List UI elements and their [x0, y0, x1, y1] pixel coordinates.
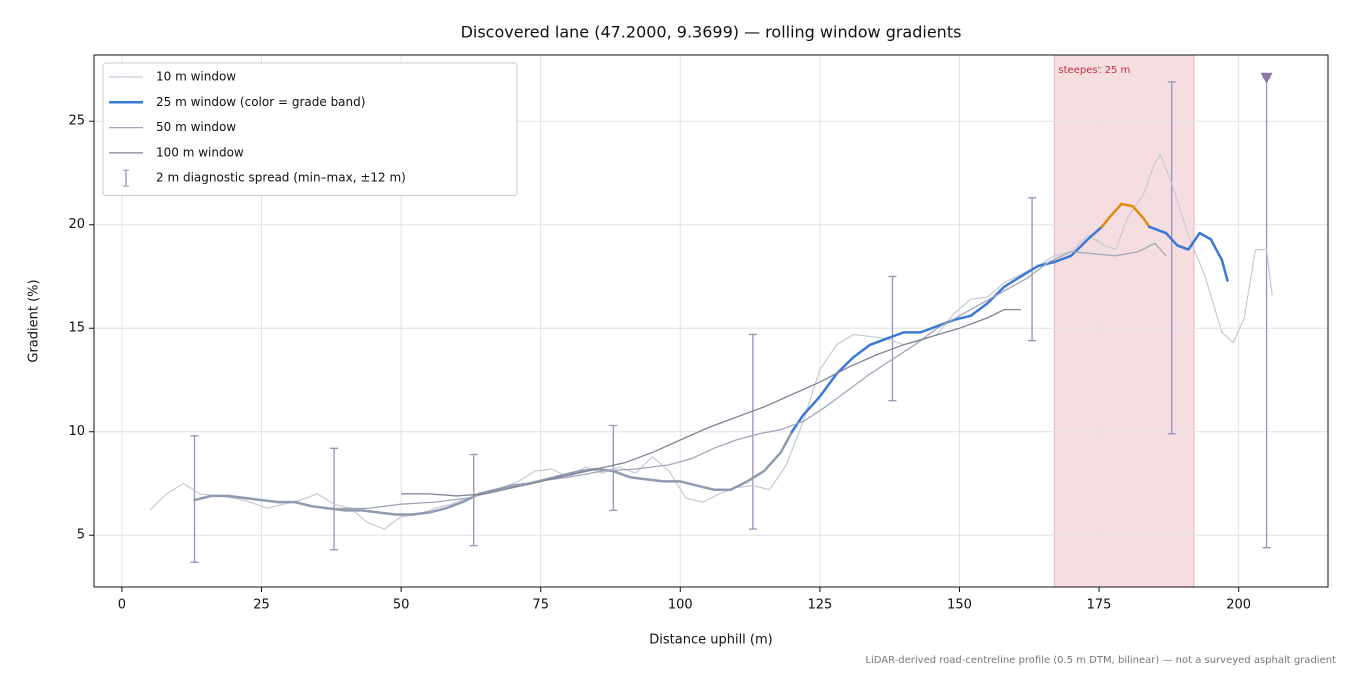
y-tick-label: 10 [68, 424, 85, 439]
x-tick-label: 150 [947, 598, 972, 613]
series-line [334, 242, 1167, 509]
x-axis-label: Distance uphill (m) [649, 633, 772, 648]
x-tick-label: 0 [118, 598, 126, 613]
y-axis-label: Gradient (%) [27, 279, 42, 362]
chart-title: Discovered lane (47.2000, 9.3699) — roll… [461, 23, 962, 42]
footnote: LiDAR-derived road-centreline profile (0… [865, 655, 1336, 666]
x-tick-label: 175 [1087, 598, 1112, 613]
y-tick-label: 25 [68, 114, 85, 129]
legend: 10 m window 25 m window (color = grade ba… [102, 62, 518, 196]
series-line [193, 430, 794, 516]
legend-label: 100 m window [156, 145, 244, 159]
plot-frame [93, 54, 1329, 588]
highlight-span [1053, 54, 1195, 588]
x-tick-label: 200 [1226, 598, 1251, 613]
x-tick-label: 50 [393, 598, 410, 613]
x-tick-label: 125 [807, 598, 832, 613]
marker [1260, 72, 1273, 84]
series-line [401, 308, 1021, 497]
span-label: steepest 25 m [1058, 65, 1130, 76]
legend-label: 2 m diagnostic spread (min–max, ±12 m) [156, 171, 406, 185]
x-tick-label: 25 [253, 598, 270, 613]
x-tick-label: 100 [668, 598, 693, 613]
y-tick-label: 20 [68, 217, 85, 232]
legend-label: 10 m window [156, 70, 236, 84]
series-line [149, 153, 1273, 530]
y-tick-label: 15 [68, 321, 85, 336]
series-line [1100, 202, 1151, 229]
legend-label: 50 m window [156, 120, 236, 134]
legend-label: 25 m window (color = grade band) [156, 95, 365, 109]
x-tick-label: 75 [532, 598, 549, 613]
series-line [1148, 225, 1229, 282]
y-tick-label: 5 [77, 528, 85, 543]
legend-box [102, 62, 518, 196]
